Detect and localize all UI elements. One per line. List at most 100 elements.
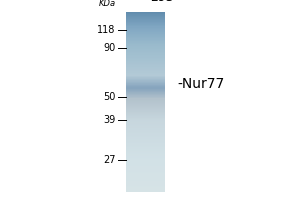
Bar: [126, 121, 165, 122]
Text: 118: 118: [97, 25, 116, 35]
Bar: [126, 123, 165, 124]
Bar: [126, 190, 165, 191]
Bar: [126, 149, 165, 150]
Bar: [126, 167, 165, 168]
Bar: [126, 69, 165, 70]
Bar: [126, 44, 165, 45]
Bar: [126, 37, 165, 38]
Bar: [126, 76, 165, 77]
Bar: [126, 107, 165, 108]
Bar: [126, 147, 165, 148]
Bar: [126, 86, 165, 87]
Bar: [126, 31, 165, 32]
Bar: [126, 181, 165, 182]
Bar: [126, 103, 165, 104]
Bar: [126, 71, 165, 72]
Bar: [126, 114, 165, 115]
Bar: [126, 14, 165, 15]
Bar: [126, 92, 165, 93]
Bar: [126, 102, 165, 103]
Bar: [126, 127, 165, 128]
Bar: [126, 125, 165, 126]
Bar: [126, 159, 165, 160]
Bar: [126, 78, 165, 79]
Bar: [126, 17, 165, 18]
Bar: [126, 41, 165, 42]
Bar: [126, 16, 165, 17]
Bar: [126, 56, 165, 57]
Bar: [126, 141, 165, 142]
Bar: [126, 163, 165, 164]
Bar: [126, 191, 165, 192]
Bar: [126, 12, 165, 13]
Bar: [126, 90, 165, 91]
Bar: [126, 146, 165, 147]
Bar: [126, 66, 165, 67]
Bar: [126, 22, 165, 23]
Bar: [126, 101, 165, 102]
Text: 27: 27: [103, 155, 116, 165]
Bar: [126, 118, 165, 119]
Bar: [126, 143, 165, 144]
Bar: [126, 112, 165, 113]
Bar: [126, 178, 165, 179]
Bar: [126, 148, 165, 149]
Bar: [126, 168, 165, 169]
Bar: [126, 187, 165, 188]
Bar: [126, 189, 165, 190]
Text: 50: 50: [103, 92, 116, 102]
Bar: [126, 28, 165, 29]
Bar: [126, 154, 165, 155]
Bar: [126, 21, 165, 22]
Bar: [126, 94, 165, 95]
Bar: [126, 29, 165, 30]
Bar: [126, 142, 165, 143]
Bar: [126, 130, 165, 131]
Bar: [126, 40, 165, 41]
Bar: [126, 145, 165, 146]
Bar: [126, 152, 165, 153]
Bar: [126, 133, 165, 134]
Bar: [126, 113, 165, 114]
Bar: [126, 58, 165, 59]
Text: -Nur77: -Nur77: [177, 77, 224, 91]
Bar: [126, 185, 165, 186]
Bar: [126, 65, 165, 66]
Bar: [126, 104, 165, 105]
Bar: [126, 15, 165, 16]
Bar: [126, 177, 165, 178]
Bar: [126, 186, 165, 187]
Bar: [126, 100, 165, 101]
Bar: [126, 184, 165, 185]
Bar: [126, 83, 165, 84]
Bar: [126, 115, 165, 116]
Bar: [126, 93, 165, 94]
Bar: [126, 53, 165, 54]
Text: 293: 293: [150, 0, 174, 4]
Text: 90: 90: [103, 43, 116, 53]
Bar: [126, 87, 165, 88]
Bar: [126, 42, 165, 43]
Bar: [126, 46, 165, 47]
Bar: [126, 169, 165, 170]
Bar: [126, 155, 165, 156]
Bar: [126, 150, 165, 151]
Bar: [126, 80, 165, 81]
Bar: [126, 188, 165, 189]
Bar: [126, 20, 165, 21]
Bar: [126, 96, 165, 97]
Bar: [126, 179, 165, 180]
Bar: [126, 106, 165, 107]
Bar: [126, 54, 165, 55]
Bar: [126, 81, 165, 82]
Bar: [126, 140, 165, 141]
Bar: [126, 68, 165, 69]
Bar: [126, 156, 165, 157]
Bar: [126, 108, 165, 109]
Bar: [126, 166, 165, 167]
Bar: [126, 174, 165, 175]
Bar: [126, 171, 165, 172]
Bar: [126, 98, 165, 99]
Bar: [126, 176, 165, 177]
Bar: [126, 91, 165, 92]
